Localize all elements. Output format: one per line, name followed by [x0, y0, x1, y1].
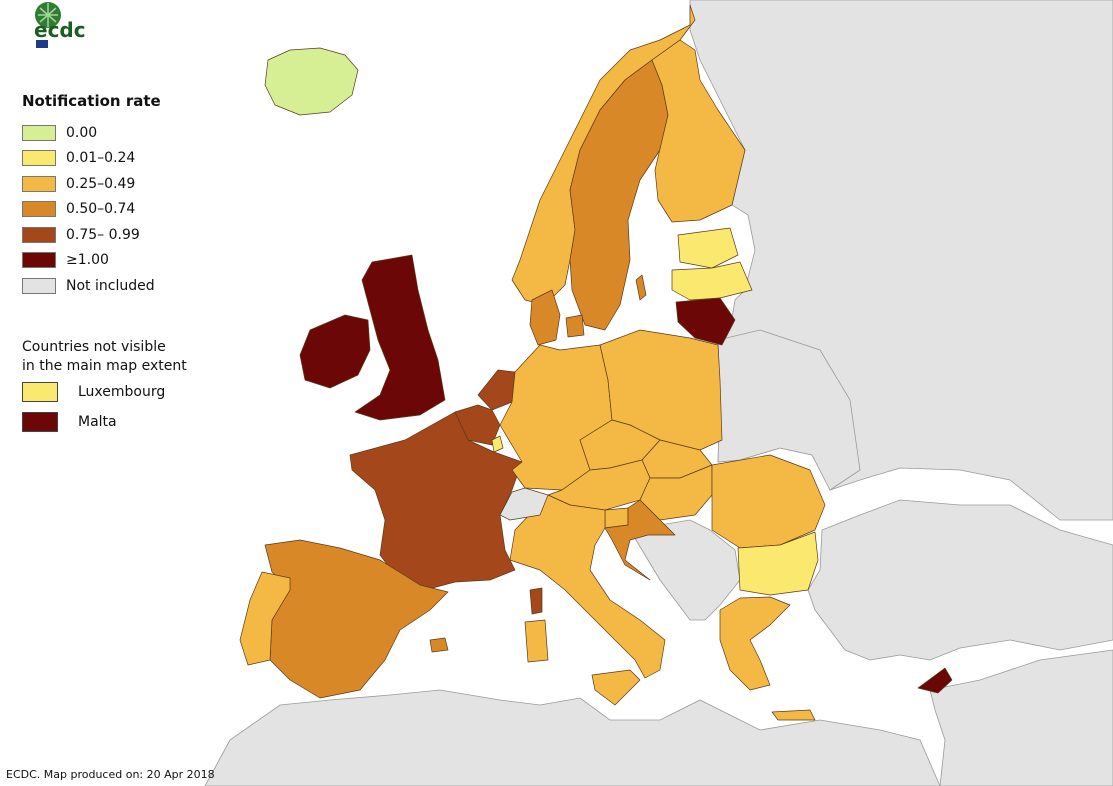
legend-item: 0.25–0.49 [22, 171, 252, 197]
legend-item: Not included [22, 273, 252, 299]
country-iceland[interactable]: Iceland [264, 47, 359, 116]
legend-label: 0.50–0.74 [66, 201, 136, 218]
not-visible-legend: Countries not visible in the main map ex… [22, 338, 282, 436]
logo-text: ecdc [34, 18, 86, 42]
legend-item: 0.75– 0.99 [22, 222, 252, 248]
legend-item: 0.00 [22, 120, 252, 146]
country-luxembourg[interactable]: Luxembourg [491, 435, 504, 453]
island-sardinia[interactable] [524, 619, 549, 663]
legend-title: Notification rate [22, 92, 161, 110]
not-visible-swatch [22, 412, 58, 432]
footer-credit: ECDC. Map produced on: 20 Apr 2018 [6, 768, 215, 781]
not-visible-swatch [22, 382, 58, 402]
country-estonia[interactable]: Estonia [677, 227, 739, 269]
island-corsica[interactable] [529, 587, 543, 615]
not-visible-title-line2: in the main map extent [22, 358, 187, 374]
globe-icon [35, 2, 61, 28]
legend-label: 0.75– 0.99 [66, 226, 140, 243]
not-visible-title-line1: Countries not visible [22, 339, 166, 355]
turkey-land [807, 499, 1113, 661]
legend-swatch [22, 226, 56, 243]
legend-swatch [22, 124, 56, 141]
belarus-ukraine-land [717, 329, 861, 491]
legend-item: 0.01–0.24 [22, 146, 252, 172]
legend-swatch [22, 175, 56, 192]
legend: Notification rate 0.00 0.01–0.24 0.25–0.… [22, 92, 252, 299]
country-romania[interactable]: Romania [711, 454, 826, 549]
non-included-land [204, 0, 1113, 786]
country-italy[interactable]: Italy [509, 494, 666, 679]
island-baleares[interactable] [429, 637, 449, 653]
balkans-land [629, 519, 741, 621]
middle-east-land [929, 649, 1113, 786]
not-visible-item: Luxembourg [22, 378, 282, 406]
legend-label: 0.01–0.24 [66, 150, 136, 167]
legend-item: 0.50–0.74 [22, 197, 252, 223]
country-lithuania[interactable]: Lithuania [675, 297, 736, 346]
legend-label: 0.00 [66, 124, 98, 141]
country-switzerland[interactable]: Switzerland [499, 487, 549, 521]
island-zealand[interactable] [565, 314, 585, 338]
legend-label: 0.25–0.49 [66, 175, 136, 192]
legend-label: ≥1.00 [66, 252, 109, 269]
island-crete[interactable] [771, 709, 816, 721]
ecdc-logo: ecdc [26, 0, 90, 52]
eu-flag-icon [36, 40, 48, 48]
not-visible-item: Malta [22, 408, 282, 436]
legend-swatch [22, 277, 56, 294]
country-latvia[interactable]: Latvia [671, 261, 753, 301]
not-visible-label: Malta [78, 414, 117, 430]
country-finland[interactable]: Finland [651, 39, 746, 223]
legend-item: ≥1.00 [22, 248, 252, 274]
legend-swatch [22, 252, 56, 269]
country-poland[interactable]: Poland [599, 329, 723, 451]
country-slovenia[interactable]: Slovenia [604, 507, 629, 529]
north-africa-land [204, 689, 941, 786]
legend-swatch [22, 201, 56, 218]
eu-countries: Iceland Norway Sweden Finland Estonia La… [239, 4, 953, 699]
island-sicily[interactable] [591, 669, 641, 706]
country-greece[interactable]: Greece [719, 596, 791, 691]
country-portugal[interactable]: Portugal [239, 571, 291, 666]
not-visible-label: Luxembourg [78, 384, 166, 400]
country-united-kingdom[interactable]: United Kingdom [354, 254, 446, 421]
country-ireland[interactable]: Ireland [299, 314, 371, 389]
legend-label: Not included [66, 277, 155, 294]
country-cyprus[interactable]: Cyprus [917, 667, 953, 694]
island-gotland[interactable] [635, 274, 647, 301]
legend-swatch [22, 150, 56, 167]
country-bulgaria[interactable]: Bulgaria [737, 531, 819, 596]
country-denmark[interactable]: Denmark [529, 289, 561, 346]
country-france[interactable]: France [349, 411, 523, 591]
islands [429, 274, 816, 721]
